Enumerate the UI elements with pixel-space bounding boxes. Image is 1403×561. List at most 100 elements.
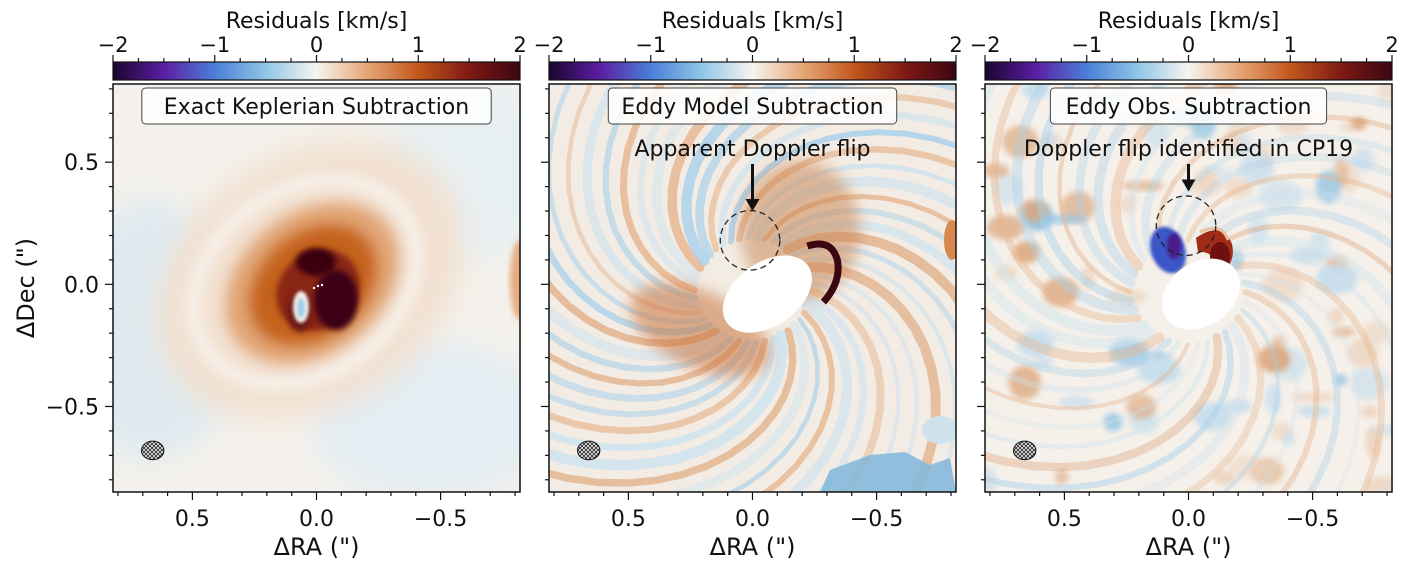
colorbar-tick-label: 1 (1284, 33, 1297, 57)
colorbar-label: Residuals [km/s] (226, 9, 408, 34)
annotation-arrowhead (1181, 179, 1196, 192)
residual-map-keplerian (113, 84, 520, 492)
colorbar-tick-label: −1 (199, 33, 230, 57)
residual-blob (1058, 396, 1095, 409)
annotation-text: Doppler flip identified in CP19 (1024, 137, 1353, 162)
spiral-streak (1165, 133, 1392, 246)
colorbar-tick-label: 1 (848, 33, 861, 57)
residual-blob (1213, 470, 1236, 485)
spiral-streak (549, 339, 760, 418)
residual-blob (1054, 469, 1069, 485)
residual-blob (1360, 404, 1380, 419)
residual-blob (1107, 289, 1148, 305)
spiral-streak (985, 338, 1211, 450)
residual-blob (1257, 345, 1292, 373)
x-tick-label: 0.0 (735, 507, 770, 532)
spiral-streaks-obs (985, 84, 1392, 492)
spiral-streak (985, 305, 1165, 364)
spiral-streak (1219, 235, 1392, 313)
residual-blob (1310, 232, 1330, 248)
spiral-streak (652, 84, 721, 280)
residual-blob (1265, 383, 1282, 415)
spiral-streak (1193, 188, 1392, 246)
spiral-streak (549, 321, 809, 492)
spiral-streak (1174, 153, 1392, 245)
beam-ellipse (141, 440, 165, 461)
spiral-streak (619, 84, 698, 294)
spiral-streak (985, 332, 1223, 472)
spiral-streak (1131, 320, 1250, 492)
colorbar-tick-label: 1 (412, 33, 425, 57)
spiral-streak (788, 300, 853, 492)
panel-0-overlay: Exact Keplerian Subtraction 0.5 0.0 −0.5 ΔRA… (12, 9, 527, 561)
residual-blob (1376, 84, 1392, 103)
residual-blob (985, 163, 1009, 178)
residual-blob (986, 215, 1025, 240)
residual-blob (1315, 170, 1342, 204)
residual-blob (1221, 399, 1253, 413)
spiral-streak (799, 262, 941, 492)
spiral-streak (985, 328, 1234, 492)
x-axis-label: ΔRA (") (710, 533, 796, 561)
residual-blob (1290, 246, 1330, 264)
spiral-streak (549, 329, 788, 471)
colorbar-tick-label: −1 (635, 33, 666, 57)
residual-blob (1334, 373, 1347, 387)
residual-blob (1282, 431, 1296, 446)
spiral-streak (549, 335, 777, 452)
annotation-text: Apparent Doppler flip (634, 137, 870, 162)
residual-blob (1018, 199, 1049, 222)
spiral-streak (549, 338, 752, 403)
spiral-streak (1229, 250, 1392, 492)
x-tick-label: 0.5 (611, 507, 646, 532)
panel-title: Eddy Model Subtraction (621, 95, 883, 120)
residual-blob (1327, 307, 1345, 325)
colorbar-tick-label: 0 (1182, 33, 1195, 57)
colorbar-tick-label: 2 (513, 33, 526, 57)
x-tick-label: 0.0 (1171, 507, 1206, 532)
residual-blob (1258, 179, 1302, 212)
residual-blob (1239, 152, 1275, 185)
spiral-streak (805, 294, 867, 492)
spiral-streak (1220, 307, 1281, 492)
spiral-streak (1241, 279, 1341, 492)
spiral-streak (1155, 114, 1392, 250)
spiral-streak (1057, 84, 1133, 295)
residual-blob (1227, 455, 1267, 480)
residual-blob (1193, 402, 1232, 431)
spiral-streak (1240, 272, 1362, 492)
spiral-streak (985, 341, 1201, 430)
spiral-streak (1093, 84, 1169, 279)
residual-blob (1138, 355, 1181, 385)
x-axis-label: ΔRA (") (1146, 533, 1232, 561)
spiral-streak (990, 84, 1142, 324)
spiral-streak (1203, 206, 1392, 251)
residual-blob (1043, 214, 1087, 225)
residual-blob (1121, 180, 1165, 191)
residual-blob (1081, 265, 1095, 290)
x-axis-label: ΔRA (") (274, 533, 360, 561)
spiral-streak (1242, 288, 1320, 492)
colorbar (984, 61, 1393, 81)
residual-blob (995, 264, 1018, 281)
spiral-streak (1214, 223, 1392, 276)
residual-blob (1248, 215, 1269, 245)
colorbar-tick-label: 2 (949, 33, 962, 57)
spiral-streak (805, 286, 885, 492)
title-box (607, 87, 898, 125)
x-tick-label: 0.5 (175, 507, 210, 532)
colorbar-tick-label: −1 (1071, 33, 1102, 57)
y-axis-label: ΔDec (") (12, 238, 40, 338)
residual-blob (1364, 477, 1392, 492)
x-tick-label: 0.0 (299, 507, 334, 532)
residual-blob (1033, 355, 1054, 369)
residual-blob (1022, 84, 1050, 99)
spiral-streak (602, 84, 699, 301)
masked-center (722, 255, 812, 333)
colorbar (112, 61, 521, 81)
masked-center (1161, 258, 1240, 330)
residual-blob (1262, 268, 1304, 302)
doppler-flip-circle (719, 209, 781, 271)
x-tick-label: −0.5 (850, 507, 903, 532)
